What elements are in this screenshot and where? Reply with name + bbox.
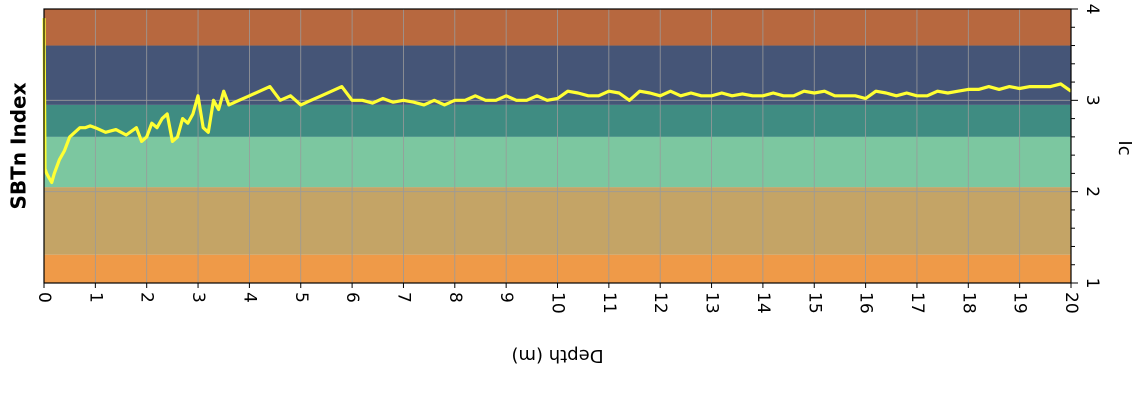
x-tick-label: 7 <box>393 292 413 303</box>
ic-series <box>42 18 1072 185</box>
x-tick-label: 10 <box>548 292 568 314</box>
y-axis-label: Ic <box>1114 140 1134 155</box>
x-tick-label: 2 <box>137 292 157 303</box>
y-tick-label: 4 <box>1082 4 1102 15</box>
x-tick-label: 3 <box>188 292 208 303</box>
gridlines <box>43 8 1072 284</box>
x-tick-label: 20 <box>1061 292 1081 314</box>
y-tick-label: 2 <box>1082 186 1102 197</box>
x-tick-label: 9 <box>496 292 516 303</box>
x-tick-label: 12 <box>650 292 670 314</box>
x-tick-label: 8 <box>445 292 465 303</box>
x-tick-label: 11 <box>599 292 619 314</box>
y-axis-ticks: 1 2 3 4 <box>1071 4 1102 289</box>
x-axis-label: Depth (m) <box>511 345 603 366</box>
x-tick-label: 5 <box>291 292 311 303</box>
x-tick-label: 0 <box>34 292 54 303</box>
x-tick-label: 18 <box>958 292 978 314</box>
ic-line <box>42 18 1072 185</box>
x-tick-label: 4 <box>239 292 259 303</box>
x-tick-label: 17 <box>907 292 927 314</box>
x-tick-label: 14 <box>753 292 773 314</box>
x-tick-label: 1 <box>85 292 105 303</box>
y-tick-label: 3 <box>1082 95 1102 106</box>
chart-title: SBTn Index <box>7 82 31 209</box>
x-tick-label: 16 <box>856 292 876 314</box>
x-axis-ticks: 0 1 2 3 4 5 6 7 8 9 10 11 12 13 14 15 16 17 18 19 20 <box>34 283 1081 314</box>
x-tick-label: 6 <box>342 292 362 303</box>
x-tick-label: 13 <box>702 292 722 314</box>
x-tick-label: 15 <box>804 292 824 314</box>
x-tick-label: 19 <box>1010 292 1030 314</box>
y-tick-label: 1 <box>1082 278 1102 289</box>
